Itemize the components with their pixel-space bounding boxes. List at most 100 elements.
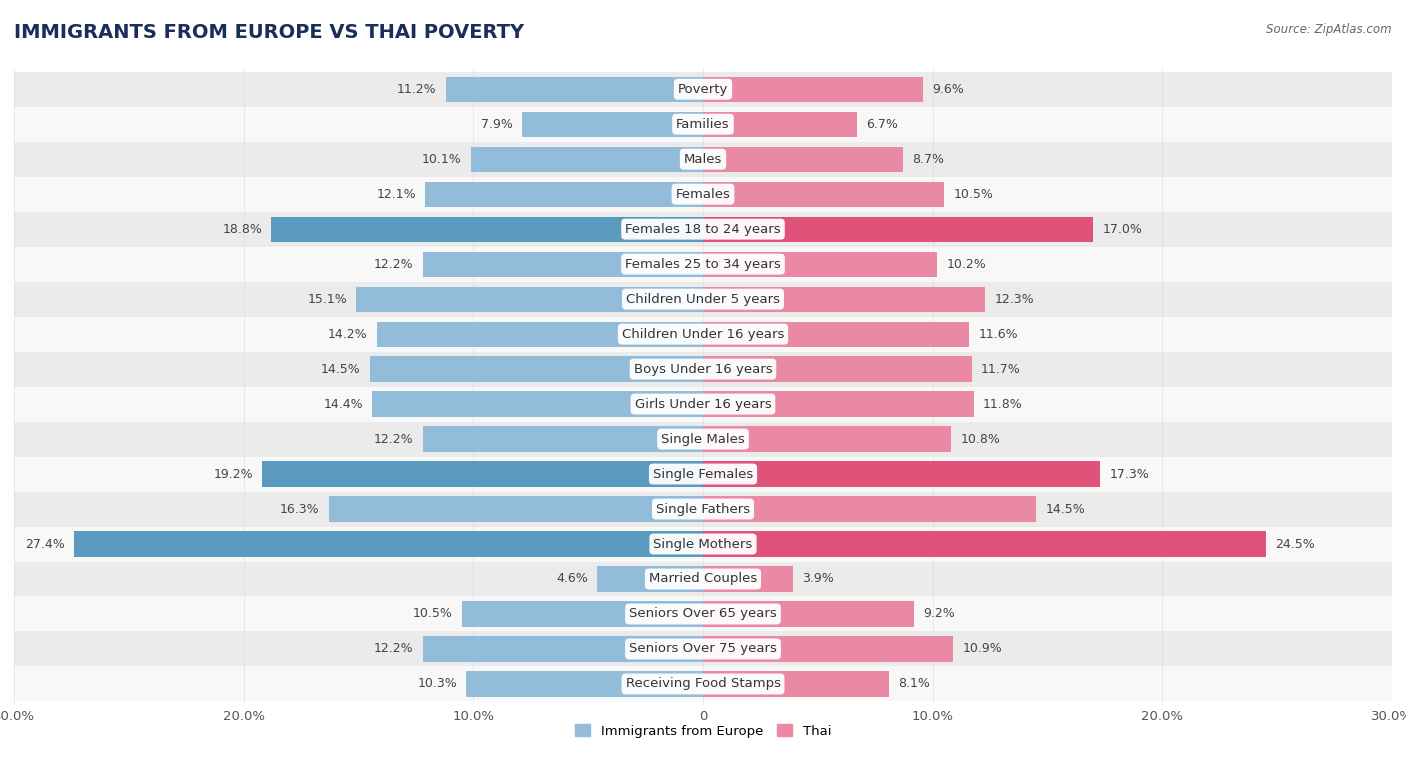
Bar bbox=[14, 562, 1392, 597]
Bar bbox=[703, 601, 914, 627]
Bar bbox=[73, 531, 703, 556]
Text: 9.2%: 9.2% bbox=[924, 607, 955, 621]
Bar bbox=[14, 421, 1392, 456]
Bar bbox=[522, 111, 703, 136]
Text: Receiving Food Stamps: Receiving Food Stamps bbox=[626, 678, 780, 691]
Bar bbox=[461, 601, 703, 627]
Text: 19.2%: 19.2% bbox=[214, 468, 253, 481]
Bar bbox=[14, 527, 1392, 562]
Bar bbox=[262, 462, 703, 487]
Text: 10.5%: 10.5% bbox=[953, 188, 993, 201]
Bar bbox=[329, 496, 703, 522]
Bar bbox=[14, 491, 1392, 527]
Text: 11.7%: 11.7% bbox=[981, 362, 1021, 375]
Bar bbox=[703, 531, 1265, 556]
Text: 8.1%: 8.1% bbox=[898, 678, 931, 691]
Legend: Immigrants from Europe, Thai: Immigrants from Europe, Thai bbox=[569, 719, 837, 743]
Text: 11.8%: 11.8% bbox=[983, 398, 1024, 411]
Bar bbox=[425, 182, 703, 207]
Text: IMMIGRANTS FROM EUROPE VS THAI POVERTY: IMMIGRANTS FROM EUROPE VS THAI POVERTY bbox=[14, 23, 524, 42]
Text: Source: ZipAtlas.com: Source: ZipAtlas.com bbox=[1267, 23, 1392, 36]
Text: Families: Families bbox=[676, 117, 730, 130]
Text: 9.6%: 9.6% bbox=[932, 83, 965, 96]
Bar bbox=[598, 566, 703, 591]
Text: 17.0%: 17.0% bbox=[1102, 223, 1143, 236]
Text: Girls Under 16 years: Girls Under 16 years bbox=[634, 398, 772, 411]
Bar bbox=[14, 597, 1392, 631]
Bar bbox=[14, 282, 1392, 317]
Text: 15.1%: 15.1% bbox=[308, 293, 347, 305]
Text: 24.5%: 24.5% bbox=[1275, 537, 1315, 550]
Text: 10.3%: 10.3% bbox=[418, 678, 457, 691]
Text: 14.2%: 14.2% bbox=[328, 327, 368, 340]
Text: 16.3%: 16.3% bbox=[280, 503, 319, 515]
Text: Children Under 5 years: Children Under 5 years bbox=[626, 293, 780, 305]
Text: Females 18 to 24 years: Females 18 to 24 years bbox=[626, 223, 780, 236]
Bar bbox=[14, 387, 1392, 421]
Bar bbox=[370, 356, 703, 382]
Bar bbox=[14, 177, 1392, 211]
Text: 10.2%: 10.2% bbox=[946, 258, 986, 271]
Text: 4.6%: 4.6% bbox=[557, 572, 588, 585]
Bar bbox=[14, 211, 1392, 246]
Text: Single Females: Single Females bbox=[652, 468, 754, 481]
Bar bbox=[703, 146, 903, 172]
Text: 11.2%: 11.2% bbox=[396, 83, 437, 96]
Text: 11.6%: 11.6% bbox=[979, 327, 1018, 340]
Text: Single Fathers: Single Fathers bbox=[657, 503, 749, 515]
Text: Seniors Over 65 years: Seniors Over 65 years bbox=[628, 607, 778, 621]
Text: 10.5%: 10.5% bbox=[413, 607, 453, 621]
Text: Married Couples: Married Couples bbox=[650, 572, 756, 585]
Bar bbox=[356, 287, 703, 312]
Text: Seniors Over 75 years: Seniors Over 75 years bbox=[628, 643, 778, 656]
Text: 8.7%: 8.7% bbox=[912, 152, 943, 166]
Bar bbox=[377, 321, 703, 346]
Text: 12.1%: 12.1% bbox=[377, 188, 416, 201]
Text: 12.2%: 12.2% bbox=[374, 258, 413, 271]
Bar bbox=[703, 356, 972, 382]
Text: 27.4%: 27.4% bbox=[25, 537, 65, 550]
Bar bbox=[703, 217, 1094, 242]
Bar bbox=[703, 287, 986, 312]
Bar bbox=[14, 456, 1392, 491]
Bar bbox=[423, 427, 703, 452]
Bar bbox=[703, 111, 856, 136]
Bar bbox=[14, 107, 1392, 142]
Bar bbox=[703, 427, 950, 452]
Text: 17.3%: 17.3% bbox=[1109, 468, 1149, 481]
Text: Females: Females bbox=[675, 188, 731, 201]
Bar bbox=[703, 252, 938, 277]
Text: 18.8%: 18.8% bbox=[222, 223, 262, 236]
Bar bbox=[703, 637, 953, 662]
Text: Single Mothers: Single Mothers bbox=[654, 537, 752, 550]
Bar bbox=[14, 352, 1392, 387]
Bar bbox=[703, 391, 974, 417]
Bar bbox=[423, 252, 703, 277]
Bar bbox=[14, 246, 1392, 282]
Text: 6.7%: 6.7% bbox=[866, 117, 898, 130]
Bar bbox=[14, 142, 1392, 177]
Text: Males: Males bbox=[683, 152, 723, 166]
Bar bbox=[471, 146, 703, 172]
Text: 7.9%: 7.9% bbox=[481, 117, 512, 130]
Bar bbox=[271, 217, 703, 242]
Text: Poverty: Poverty bbox=[678, 83, 728, 96]
Bar bbox=[703, 77, 924, 102]
Bar bbox=[467, 672, 703, 697]
Bar bbox=[14, 631, 1392, 666]
Text: 14.5%: 14.5% bbox=[1045, 503, 1085, 515]
Text: 12.2%: 12.2% bbox=[374, 433, 413, 446]
Bar bbox=[373, 391, 703, 417]
Bar bbox=[703, 672, 889, 697]
Bar bbox=[14, 317, 1392, 352]
Bar bbox=[703, 496, 1036, 522]
Text: 12.3%: 12.3% bbox=[994, 293, 1035, 305]
Bar bbox=[703, 566, 793, 591]
Text: Boys Under 16 years: Boys Under 16 years bbox=[634, 362, 772, 375]
Bar bbox=[14, 666, 1392, 701]
Text: 10.1%: 10.1% bbox=[422, 152, 461, 166]
Text: Single Males: Single Males bbox=[661, 433, 745, 446]
Bar bbox=[423, 637, 703, 662]
Text: 10.8%: 10.8% bbox=[960, 433, 1000, 446]
Bar bbox=[703, 321, 969, 346]
